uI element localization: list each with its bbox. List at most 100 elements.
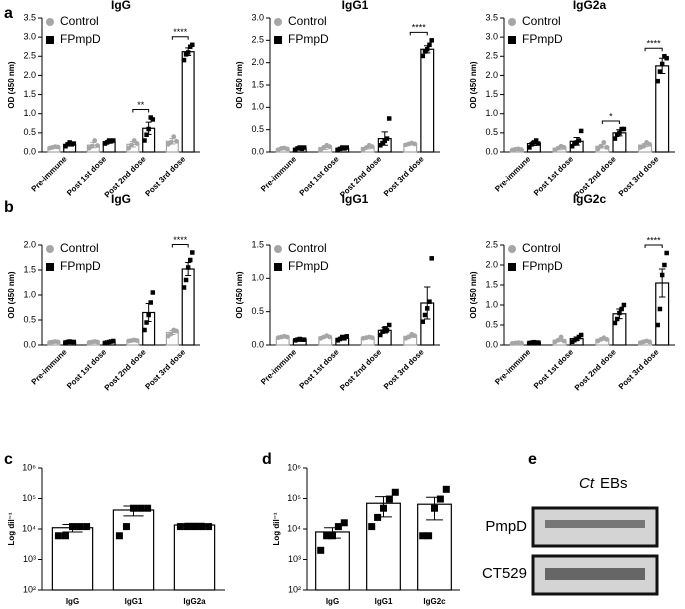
y-tick-label: 2.5 [485, 239, 498, 249]
x-tick-label: Post 2nd dose [573, 347, 618, 392]
y-tick-label: 10⁵ [22, 493, 36, 503]
data-point [95, 339, 100, 345]
x-tick-label: IgG1 [125, 597, 143, 606]
legend-label: FPmpD [288, 32, 329, 46]
y-tick-label: 3.0 [251, 12, 264, 22]
data-point [176, 523, 184, 531]
data-point [561, 338, 567, 344]
data-point [569, 144, 575, 149]
data-point [374, 513, 382, 521]
x-tick-label: Pre-immune [259, 154, 298, 193]
y-tick-label: 0.5 [23, 127, 36, 137]
data-point [183, 277, 189, 283]
y-tick-label: 1.0 [251, 273, 264, 283]
data-point [369, 335, 375, 341]
western-blot: Ct EBs PmpD CT529 [482, 475, 659, 596]
data-point [126, 145, 132, 151]
x-tick-label: Post 1st dose [298, 347, 342, 391]
legend-marker [46, 263, 54, 271]
data-point [612, 320, 618, 326]
data-point [334, 523, 342, 531]
x-tick-label: Post 1st dose [298, 154, 342, 198]
data-point [378, 332, 383, 338]
y-tick-label: 1.0 [23, 108, 36, 118]
y-tick-label: 0.5 [485, 319, 498, 329]
legend-marker [46, 18, 54, 26]
data-point [369, 144, 375, 150]
data-point [134, 338, 140, 343]
y-tick-label: 2.0 [485, 259, 498, 269]
data-point [621, 126, 627, 132]
data-point [391, 488, 399, 496]
significance-bracket [132, 109, 150, 113]
data-point [150, 290, 156, 295]
y-tick-label: 1.5 [251, 239, 264, 249]
data-point [617, 130, 622, 136]
y-tick-label: 1.5 [485, 89, 498, 99]
legend-label: Control [60, 241, 99, 255]
data-point [76, 523, 84, 531]
y-tick-label: 1.0 [485, 108, 498, 118]
bar [655, 65, 670, 153]
data-point [130, 504, 137, 512]
legend-marker [274, 36, 282, 44]
y-tick-label: 2.0 [23, 239, 36, 249]
chart: IgG2c OD (450 nm) 0.0 0.5 1.0 1.5 2.0 2.5 Pre-im… [469, 192, 675, 393]
y-tick-label: 1.0 [485, 299, 498, 309]
y-tick-label: 0.5 [251, 306, 264, 316]
x-tick-label: IgG2a [183, 597, 206, 606]
x-tick-label: Pre-immune [493, 154, 532, 193]
x-tick-label: Pre-immune [493, 347, 532, 386]
data-point [129, 142, 134, 148]
data-point [578, 332, 584, 338]
y-tick-label: 0.5 [485, 127, 498, 137]
data-point [425, 532, 433, 540]
y-tick-label: 2.0 [485, 70, 498, 80]
data-point [420, 319, 426, 324]
data-point [137, 504, 145, 512]
y-tick-label: 1.5 [23, 89, 36, 99]
band-label: PmpD [485, 518, 527, 535]
y-tick-label: 0.0 [251, 339, 264, 349]
data-point [431, 504, 438, 512]
data-point [174, 328, 179, 334]
legend-label: Control [522, 241, 561, 255]
y-tick-label: 2.5 [485, 51, 498, 61]
y-tick-label: 10² [23, 584, 36, 594]
data-point [148, 300, 153, 305]
blot-header: EBs [600, 475, 628, 492]
x-tick-label: Post 3rd dose [617, 154, 661, 198]
y-tick-label: 10³ [23, 554, 36, 564]
data-point [420, 53, 426, 59]
x-tick-label: Post 1st dose [532, 347, 576, 391]
x-tick-label: IgG2c [423, 597, 446, 606]
legend-label: FPmpD [60, 32, 101, 46]
y-tick-label: 10⁶ [22, 462, 36, 472]
x-tick-label: Pre-immune [259, 347, 298, 386]
significance-label: **** [412, 23, 427, 33]
y-tick-label: 10⁴ [22, 523, 36, 533]
data-point [598, 143, 604, 149]
bar [173, 524, 216, 591]
legend-marker [46, 245, 54, 253]
data-point [71, 339, 77, 345]
blot-header: Ct [579, 475, 595, 492]
data-point [146, 312, 151, 318]
data-point [284, 334, 290, 340]
significance-bracket [644, 244, 663, 248]
panel-label: c [4, 451, 13, 468]
data-point [386, 116, 392, 121]
data-point [142, 138, 147, 143]
y-tick-label: 10⁵ [287, 493, 301, 503]
x-tick-label: Pre-immune [30, 347, 69, 386]
x-tick-label: Post 2nd dose [338, 347, 383, 392]
significance-label: **** [173, 27, 188, 37]
y-tick-label: 0.5 [23, 314, 36, 324]
y-tick-label: 0.0 [485, 146, 498, 156]
data-point [329, 532, 336, 540]
data-point [621, 302, 627, 308]
data-point [134, 141, 140, 146]
significance-bracket [644, 47, 663, 52]
data-point [187, 257, 193, 263]
x-tick-label: Post 1st dose [65, 154, 109, 198]
